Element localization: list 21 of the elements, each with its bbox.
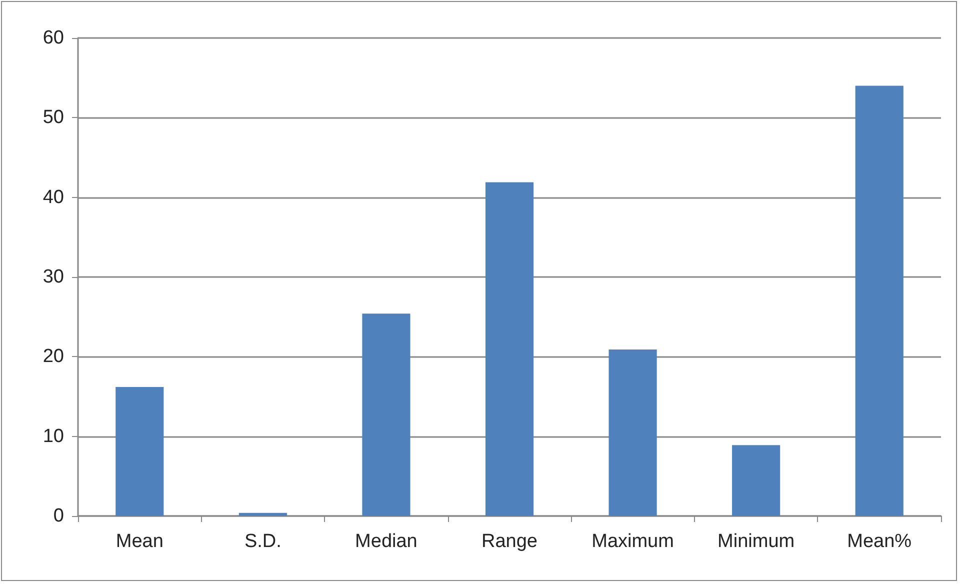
bar <box>485 182 534 516</box>
bar <box>116 386 164 516</box>
y-tick-label: 50 <box>42 107 64 128</box>
bar <box>608 349 657 516</box>
y-tick-label: 60 <box>42 28 64 48</box>
y-tick-label: 40 <box>42 186 64 208</box>
x-tick-label: Mean% <box>847 531 912 552</box>
x-tick-label: Median <box>355 531 418 552</box>
bar <box>732 445 780 516</box>
y-tick-label: 20 <box>42 346 64 368</box>
x-tick-label: Range <box>482 531 538 552</box>
y-tick-label: 0 <box>53 506 64 526</box>
x-tick-label: S.D. <box>244 531 282 552</box>
x-tick-label: Minimum <box>718 531 795 552</box>
bar <box>855 86 904 516</box>
y-tick-label: 30 <box>42 266 64 288</box>
y-tick-label: 10 <box>42 426 64 447</box>
x-tick-label: Mean <box>116 531 164 552</box>
x-tick-label: Maximum <box>592 531 674 552</box>
bar <box>362 314 410 516</box>
bar <box>238 512 287 516</box>
